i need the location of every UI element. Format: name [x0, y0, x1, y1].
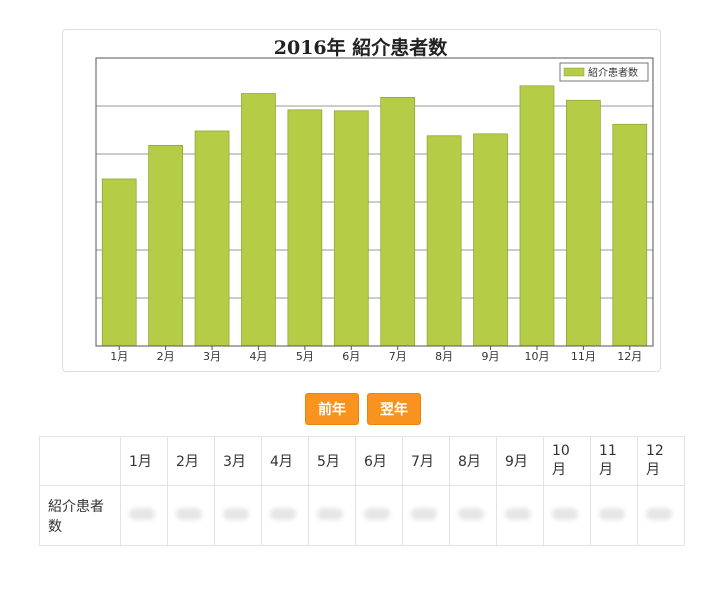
redacted-value: [129, 507, 155, 520]
redacted-value: [411, 507, 437, 520]
redacted-value: [176, 507, 202, 520]
bar-4: [241, 93, 276, 347]
redacted-value: [223, 507, 249, 520]
redacted-value: [646, 507, 672, 520]
bar-7: [380, 97, 416, 347]
month-header-1: 1月: [120, 436, 168, 486]
redacted-value: [552, 507, 578, 520]
value-cell-1: [120, 485, 168, 546]
row-label: 紹介患者数: [39, 485, 121, 546]
value-cell-6: [355, 485, 403, 546]
bar-1: [101, 178, 137, 347]
chart-title: 2016年 紹介患者数: [273, 37, 448, 59]
month-header-4: 4月: [261, 436, 309, 486]
value-cell-2: [167, 485, 215, 546]
month-header-8: 8月: [449, 436, 497, 486]
value-cell-8: [449, 485, 497, 546]
month-header-6: 6月: [355, 436, 403, 486]
value-cell-5: [308, 485, 356, 546]
value-cell-7: [402, 485, 450, 546]
x-tick-label-5: 5月: [296, 350, 314, 363]
bar-3: [194, 130, 230, 347]
redacted-value: [364, 507, 390, 520]
value-cell-3: [214, 485, 262, 546]
table-row: 紹介患者数: [39, 485, 685, 546]
x-tick-label-8: 8月: [435, 350, 453, 363]
x-tick-label-3: 3月: [203, 350, 221, 363]
prev-year-button[interactable]: 前年: [305, 393, 359, 425]
month-header-9: 9月: [496, 436, 544, 486]
bar-6: [333, 110, 369, 347]
plot-frame: [95, 57, 654, 347]
bar-8: [426, 135, 462, 347]
table-header-row: 1月 2月 3月 4月 5月 6月 7月 8月 9月 10月 11月 12月: [39, 436, 685, 486]
redacted-value: [599, 507, 625, 520]
bar-12: [612, 123, 648, 347]
value-cell-12: [637, 485, 685, 546]
redacted-value: [270, 507, 296, 520]
year-nav: 前年 翌年: [305, 393, 421, 425]
month-header-11: 11月: [590, 436, 638, 486]
month-header-2: 2月: [167, 436, 215, 486]
x-tick-label-6: 6月: [342, 350, 360, 363]
next-year-button[interactable]: 翌年: [367, 393, 421, 425]
value-cell-11: [590, 485, 638, 546]
table-corner-cell: [39, 436, 121, 486]
x-tick-label-10: 10月: [524, 350, 549, 363]
x-tick-label-12: 12月: [617, 350, 642, 363]
month-header-10: 10月: [543, 436, 591, 486]
month-header-3: 3月: [214, 436, 262, 486]
bar-9: [473, 133, 508, 347]
redacted-value: [458, 507, 484, 520]
bar-11: [566, 99, 601, 347]
x-tick-label-2: 2月: [157, 350, 175, 363]
x-tick-label-4: 4月: [249, 350, 267, 363]
x-tick-label-11: 11月: [571, 350, 596, 363]
month-header-5: 5月: [308, 436, 356, 486]
bar-chart: 1月 2月 3月 4月 5月 6月 7月 8月 9月 10月 11月 12月 紹介患者数: [95, 57, 654, 363]
legend-swatch: [563, 67, 585, 77]
bar-5: [287, 109, 323, 347]
legend-label: 紹介患者数: [588, 66, 638, 79]
value-cell-4: [261, 485, 309, 546]
month-header-7: 7月: [402, 436, 450, 486]
redacted-value: [317, 507, 343, 520]
value-cell-9: [496, 485, 544, 546]
x-tick-label-1: 1月: [110, 350, 128, 363]
x-tick-label-7: 7月: [389, 350, 407, 363]
bar-10: [519, 85, 555, 347]
data-table: 1月 2月 3月 4月 5月 6月 7月 8月 9月 10月 11月 12月 紹介患者数: [39, 436, 685, 546]
redacted-value: [505, 507, 531, 520]
bar-2: [148, 145, 183, 347]
month-header-12: 12月: [637, 436, 685, 486]
legend-box: [559, 62, 649, 82]
x-tick-label-9: 9月: [482, 350, 500, 363]
value-cell-10: [543, 485, 591, 546]
